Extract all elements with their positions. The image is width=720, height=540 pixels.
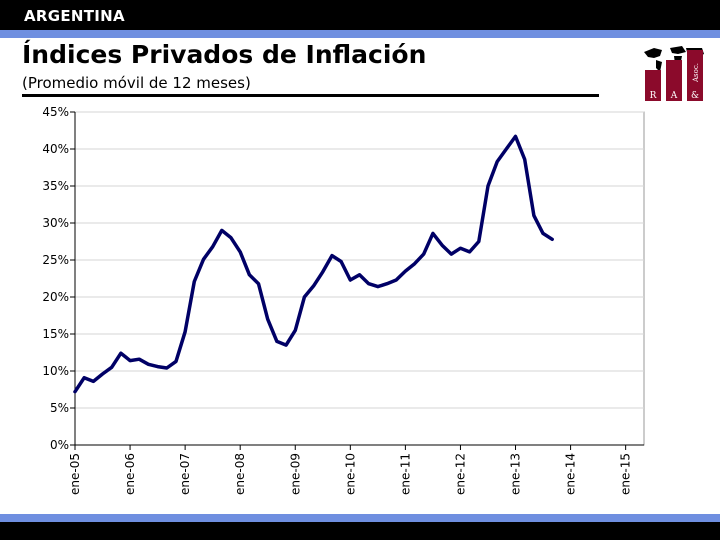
plot-area: [74, 111, 645, 446]
top-banner: ARGENTINA: [0, 0, 720, 30]
x-tick-label: ene-08: [233, 453, 247, 495]
logo-bar-2: [666, 60, 682, 101]
x-tick-label: ene-06: [123, 453, 137, 495]
y-tick-label: 5%: [50, 401, 69, 415]
x-tick-label: ene-07: [178, 453, 192, 495]
x-tick-label: ene-13: [509, 453, 523, 495]
x-tick-label: ene-11: [398, 453, 412, 495]
inflation-line-chart: 0%5%10%15%20%25%30%35%40%45% ene-05 ene-0…: [42, 105, 645, 495]
logo-text-asoc: Asoc.: [692, 63, 700, 83]
inflation-series-line: [73, 134, 554, 394]
y-axis-ticks: 0% 5% 10% 15% 20% 25% 30% 35% 40% 45%: [42, 105, 75, 452]
logo-letter-r: R: [650, 91, 657, 101]
company-logo: R A & Asoc.: [644, 46, 704, 101]
x-tick-label: ene-10: [343, 453, 357, 495]
bottom-accent-stripe: [0, 514, 720, 522]
x-tick-label: ene-15: [619, 453, 633, 495]
y-tick-label: 45%: [42, 105, 69, 119]
x-tick-label: ene-12: [453, 453, 467, 495]
x-tick-label: ene-05: [68, 453, 82, 495]
logo-letter-a: A: [670, 91, 678, 101]
y-tick-label: 0%: [50, 438, 69, 452]
bottom-bar: [0, 522, 720, 540]
y-gridlines: [75, 111, 644, 409]
y-tick-label: 35%: [42, 179, 69, 193]
y-tick-label: 10%: [42, 364, 69, 378]
y-tick-label: 30%: [42, 216, 69, 230]
y-tick-label: 40%: [42, 142, 69, 156]
y-tick-label: 25%: [42, 253, 69, 267]
page-subtitle: (Promedio móvil de 12 meses): [22, 74, 251, 92]
x-tick-label: ene-09: [288, 453, 302, 495]
y-tick-label: 20%: [42, 290, 69, 304]
top-accent-stripe: [0, 30, 720, 38]
y-tick-label: 15%: [42, 327, 69, 341]
x-tick-label: ene-14: [564, 453, 578, 495]
logo-letter-amp: &: [691, 91, 699, 101]
x-axis-ticks: ene-05 ene-06 ene-07 ene-08 ene-09 ene-10 ene-…: [68, 445, 633, 495]
logo-bar-1: [645, 70, 661, 101]
banner-title: ARGENTINA: [24, 7, 125, 25]
page-title: Índices Privados de Inflación: [22, 40, 427, 69]
logo-bar-3: [687, 50, 703, 101]
title-underline: [22, 94, 599, 97]
